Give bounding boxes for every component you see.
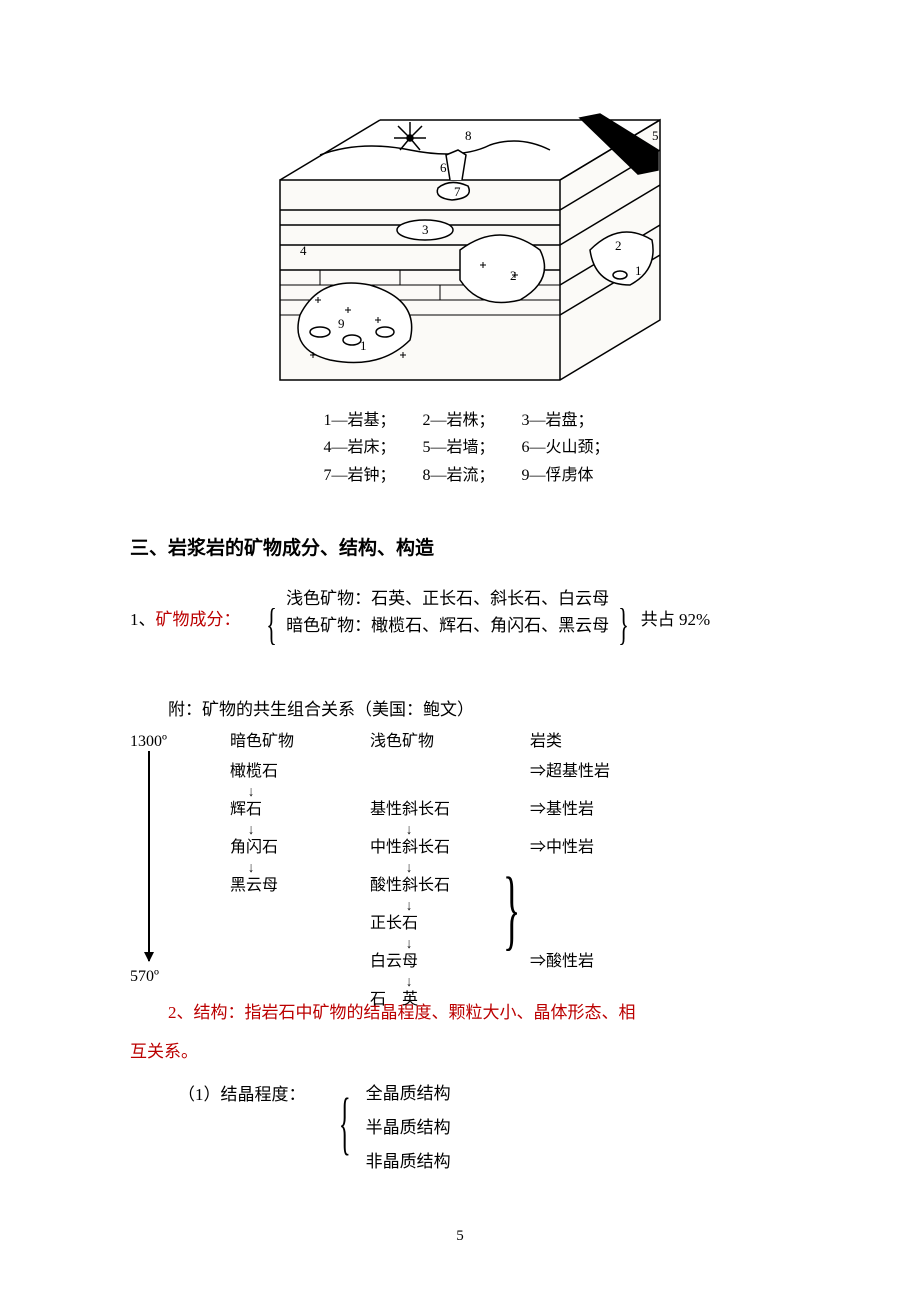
down-arrow-icon: ↓	[230, 825, 330, 833]
mineral-item: 正长石	[370, 909, 480, 939]
spacer	[530, 825, 640, 833]
crystal-item: 全晶质结构	[366, 1077, 451, 1111]
svg-text:7: 7	[454, 184, 461, 199]
rock-item: ⇒酸性岩	[530, 947, 640, 977]
light-minerals: 浅色矿物：石英、正长石、斜长石、白云母	[286, 585, 609, 612]
crystal-item: 半晶质结构	[366, 1111, 451, 1145]
legend-cell: 5—岩墙；	[423, 434, 518, 461]
spacer	[370, 787, 480, 795]
legend-cell: 4—岩床；	[324, 434, 419, 461]
legend-cell: 8—岩流；	[423, 462, 518, 489]
down-arrow-icon: ↓	[370, 901, 480, 909]
brace-icon: }	[619, 598, 630, 652]
down-arrow-icon: ↓	[370, 977, 480, 985]
crystal-item: 非晶质结构	[366, 1145, 451, 1179]
rock-item	[530, 909, 640, 939]
mineral-item: 橄榄石	[230, 757, 330, 787]
light-mineral-column: 浅色矿物 基性斜长石 ↓ 中性斜长石 ↓ 酸性斜长石 ↓ 正长石 ↓ 白云母 ↓…	[370, 727, 480, 1015]
down-arrow-icon: ↓	[230, 787, 330, 795]
rock-item: ⇒中性岩	[530, 833, 640, 863]
col-header: 暗色矿物	[230, 727, 330, 757]
down-arrow-icon: ↓	[370, 863, 480, 871]
mineral-item: 黑云母	[230, 871, 330, 901]
col-header: 浅色矿物	[370, 727, 480, 757]
rock-item	[530, 871, 640, 901]
figure-block: 1 2 3 4 5 6 7 8 9 2 1 1—岩基； 2—岩株； 3—岩盘； …	[130, 100, 810, 491]
legend-cell: 6—火山颈；	[522, 434, 617, 461]
svg-text:1: 1	[635, 263, 642, 278]
item-index: 2、	[168, 1003, 194, 1022]
bowen-series: 1300º 570º 暗色矿物 橄榄石 ↓ 辉石 ↓ 角闪石 ↓ 黑云母 浅色矿…	[130, 727, 810, 987]
dark-minerals: 暗色矿物：橄榄石、辉石、角闪石、黑云母	[286, 612, 609, 639]
mineral-item: 石 英	[370, 985, 480, 1015]
spacer	[530, 787, 640, 795]
svg-text:2: 2	[510, 268, 517, 283]
svg-text:3: 3	[422, 222, 429, 237]
legend-cell: 7—岩钟；	[324, 462, 419, 489]
crystal-label: （1）结晶程度：	[178, 1077, 306, 1111]
attach-title: 附：矿物的共生组合关系（美国：鲍文）	[168, 694, 810, 726]
brace-icon: {	[266, 598, 277, 652]
svg-text:9: 9	[338, 316, 345, 331]
figure-legend: 1—岩基； 2—岩株； 3—岩盘； 4—岩床； 5—岩墙； 6—火山颈； 7—岩…	[324, 407, 617, 489]
rock-item: ⇒基性岩	[530, 795, 640, 825]
temperature-arrow-icon	[148, 751, 150, 961]
spacer	[530, 939, 640, 947]
spacer	[530, 901, 640, 909]
col-header: 岩类	[530, 727, 640, 757]
svg-text:2: 2	[615, 238, 622, 253]
brace-icon: {	[339, 1081, 351, 1167]
section-heading: 三、岩浆岩的矿物成分、结构、构造	[130, 531, 810, 567]
mineral-share: 共占 92%	[641, 604, 710, 636]
rock-item: ⇒超基性岩	[530, 757, 640, 787]
down-arrow-icon: ↓	[370, 825, 480, 833]
mineral-composition: 1、矿物成分： { 浅色矿物：石英、正长石、斜长石、白云母 暗色矿物：橄榄石、辉…	[130, 585, 810, 654]
mineral-item: 酸性斜长石	[370, 871, 480, 901]
mineral-label: 矿物成分：	[156, 610, 241, 629]
mineral-item	[370, 757, 480, 787]
crystal-degree: （1）结晶程度： { 全晶质结构 半晶质结构 非晶质结构	[178, 1077, 810, 1179]
svg-text:4: 4	[300, 243, 307, 258]
down-arrow-icon: ↓	[370, 939, 480, 947]
rock-type-column: 岩类 ⇒超基性岩 ⇒基性岩 ⇒中性岩 ⇒酸性岩	[530, 727, 640, 977]
legend-cell: 9—俘虏体	[522, 462, 617, 489]
mineral-item: 中性斜长石	[370, 833, 480, 863]
legend-cell: 3—岩盘；	[522, 407, 617, 434]
svg-text:8: 8	[465, 128, 472, 143]
mineral-item: 基性斜长石	[370, 795, 480, 825]
geology-diagram: 1 2 3 4 5 6 7 8 9 2 1	[260, 100, 680, 390]
dark-mineral-column: 暗色矿物 橄榄石 ↓ 辉石 ↓ 角闪石 ↓ 黑云母	[230, 727, 330, 901]
structure-text: 互关系。	[130, 1042, 198, 1061]
page-content: 1 2 3 4 5 6 7 8 9 2 1 1—岩基； 2—岩株； 3—岩盘； …	[0, 0, 920, 1179]
legend-cell: 1—岩基；	[324, 407, 419, 434]
legend-cell: 2—岩株；	[423, 407, 518, 434]
item-index: 1、	[130, 610, 156, 629]
brace-icon: }	[503, 855, 520, 965]
mineral-item: 辉石	[230, 795, 330, 825]
svg-text:6: 6	[440, 160, 447, 175]
svg-text:1: 1	[360, 338, 367, 353]
down-arrow-icon: ↓	[230, 863, 330, 871]
mineral-item: 白云母	[370, 947, 480, 977]
page-number: 5	[0, 1222, 920, 1251]
svg-text:5: 5	[652, 128, 659, 143]
temp-low: 570º	[130, 962, 159, 992]
spacer	[530, 863, 640, 871]
mineral-item: 角闪石	[230, 833, 330, 863]
